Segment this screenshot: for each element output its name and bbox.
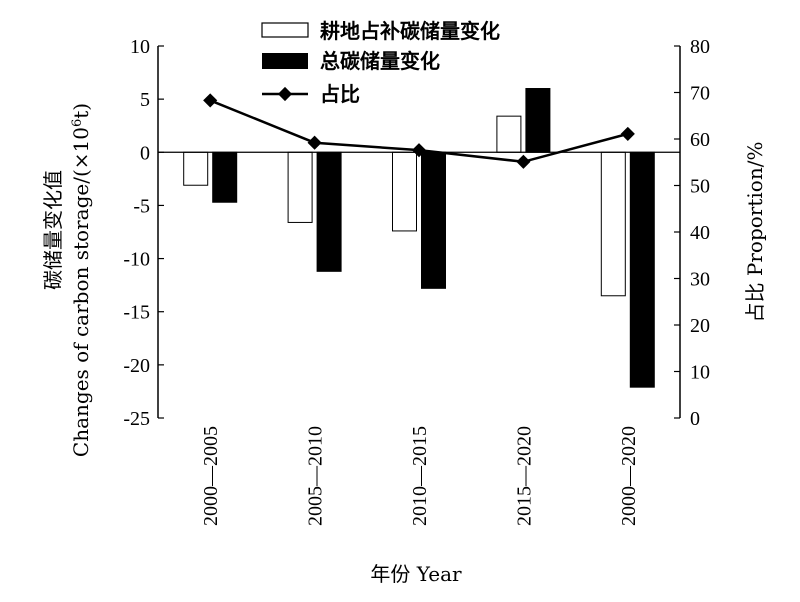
bar-cultivated-4	[600, 151, 626, 297]
y-right-tick-label: 80	[690, 36, 710, 58]
y-right-tick-label: 60	[690, 129, 710, 151]
y-left-label-sup: 6	[70, 119, 85, 127]
y-left-tick-label: -20	[123, 355, 150, 377]
y-left-tick-label: -25	[123, 408, 150, 430]
y-left-label-suffix: t)	[69, 103, 93, 119]
y-left-tick-label: 5	[140, 89, 150, 111]
y-left-label-prefix: Changes of carbon storage/(×10	[69, 127, 93, 457]
legend-marker-proportion	[277, 86, 293, 102]
y-right-tick-label: 30	[690, 269, 710, 291]
x-axis-title: 年份 Year	[370, 562, 462, 586]
legend-swatch-cultivated	[261, 22, 309, 38]
proportion-point-3	[516, 154, 531, 169]
legend: 耕地占补碳储量变化 总碳储量变化 占比	[261, 19, 500, 106]
y-right-tick-label: 50	[690, 176, 710, 198]
legend-label-cultivated: 耕地占补碳储量变化	[320, 19, 500, 43]
x-category-label: 2005—2010	[305, 426, 327, 526]
y-left-axis-title: 碳储量变化值	[41, 170, 65, 290]
x-category-label: 2010—2015	[409, 426, 431, 526]
bar-cultivated-0	[183, 151, 209, 186]
y-right-axis-title: 占比 Proportion/%	[743, 142, 767, 323]
bar-total-3	[525, 88, 551, 153]
bar-cultivated-1	[287, 151, 313, 223]
proportion-point-4	[620, 126, 635, 141]
proportion-point-1	[307, 135, 322, 150]
y-left-axis-title-en: Changes of carbon storage/(×106t)	[69, 103, 93, 457]
proportion-point-0	[203, 93, 218, 108]
bar-total-4	[629, 151, 655, 388]
y-left-tick-label: -10	[123, 249, 150, 271]
x-category-label: 2000—2005	[200, 426, 222, 526]
bar-total-1	[316, 151, 342, 272]
y-right-tick-label: 70	[690, 83, 710, 105]
legend-swatch-total	[262, 53, 308, 69]
y-right-tick-label: 40	[690, 222, 710, 244]
proportion-line-layer	[203, 93, 635, 169]
y-right-tick-label: 0	[690, 408, 700, 430]
y-left-tick-label: 0	[140, 142, 150, 164]
y-right-tick-label: 10	[690, 362, 710, 384]
proportion-point-2	[411, 143, 427, 158]
bars-layer	[183, 88, 655, 388]
y-left-tick-label: -15	[123, 302, 150, 324]
bar-total-0	[212, 151, 238, 203]
y-right-tick-label: 20	[690, 315, 710, 337]
bar-cultivated-3	[496, 115, 522, 153]
legend-label-total: 总碳储量变化	[320, 49, 440, 73]
x-category-label: 2000—2020	[618, 426, 640, 526]
bar-cultivated-2	[392, 151, 417, 232]
x-category-label: 2015—2020	[513, 426, 535, 526]
y-left-tick-label: 10	[130, 36, 150, 58]
legend-label-proportion: 占比	[320, 82, 360, 106]
y-left-tick-label: -5	[133, 195, 150, 217]
bar-total-2	[421, 151, 446, 289]
category-labels-layer: 2000—2005 2005—2010 2010—2015 2015—2020 2000…	[200, 426, 640, 526]
